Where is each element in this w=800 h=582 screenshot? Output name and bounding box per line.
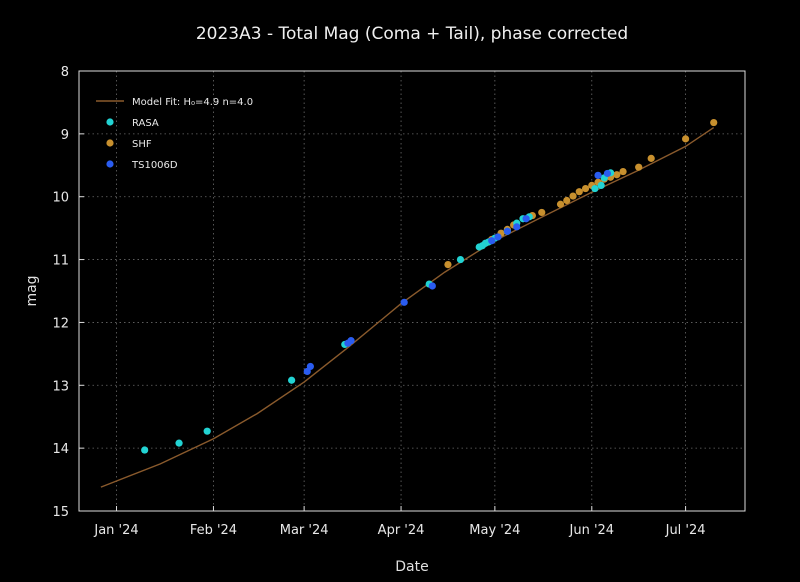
point-shf [563,196,571,205]
chart-title: 2023A3 - Total Mag (Coma + Tail), phase … [196,24,628,44]
point-rasa [591,184,599,193]
point-rasa [597,181,605,189]
x-tick-label: Feb '24 [190,523,237,538]
legend: Model Fit: H₀=4.9 n=4.0 RASA SHF TS1006D [96,97,253,171]
x-tick-label: Apr '24 [378,523,425,538]
point-ts1006d [503,227,511,235]
grid [79,71,745,511]
x-tick-label: Mar '24 [280,523,329,538]
legend-label-model: Model Fit: H₀=4.9 n=4.0 [132,97,253,108]
y-tick-label: 15 [52,505,69,520]
y-axis: 8 9 10 11 12 13 14 15 [52,65,84,520]
y-tick-label: 8 [61,65,69,80]
y-tick-label: 10 [52,191,69,206]
legend-label-ts1006d: TS1006D [131,160,178,171]
x-tick-label: Jun '24 [569,523,615,538]
y-axis-label: mag [24,275,40,306]
point-ts1006d [347,337,355,345]
point-shf [681,135,690,143]
point-shf [647,154,655,162]
point-ts1006d [428,282,436,290]
point-shf [569,192,577,200]
point-shf [538,208,546,217]
point-ts1006d [603,169,612,178]
point-shf [613,171,621,179]
point-shf [710,118,718,127]
point-rasa [141,446,149,454]
point-ts1006d [513,223,521,231]
x-tick-label: May '24 [469,523,520,538]
point-ts1006d [594,171,602,179]
point-rasa [288,376,296,384]
x-tick-label: Jul '24 [665,523,706,538]
y-tick-label: 14 [52,442,69,457]
model-fit-line [100,127,715,488]
legend-swatch-shf [106,139,114,147]
point-rasa [456,255,465,264]
legend-swatch-ts1006d [106,160,114,168]
y-tick-label: 9 [61,128,69,143]
y-tick-label: 12 [52,316,69,331]
point-shf [444,261,452,269]
point-shf [556,200,565,208]
point-ts1006d [400,298,408,306]
x-axis: Jan '24 Feb '24 Mar '24 Apr '24 May '24 Jun '… [93,506,706,538]
point-ts1006d [494,233,502,241]
legend-label-shf: SHF [132,139,152,150]
x-tick-label: Jan '24 [93,523,138,538]
point-rasa [175,439,183,447]
data-points [141,118,718,454]
point-shf [635,163,643,171]
y-tick-label: 13 [52,379,69,394]
point-ts1006d [488,237,496,245]
point-shf [575,188,583,196]
y-tick-label: 11 [52,254,69,269]
legend-swatch-rasa [106,118,114,126]
point-shf [581,184,590,193]
point-ts1006d [522,215,530,223]
x-axis-label: Date [395,559,428,575]
point-shf [619,167,627,176]
plot-frame [78,70,746,512]
model-fit [100,127,715,488]
legend-label-rasa: RASA [132,118,159,129]
point-ts1006d [306,362,314,371]
point-rasa [203,427,211,435]
